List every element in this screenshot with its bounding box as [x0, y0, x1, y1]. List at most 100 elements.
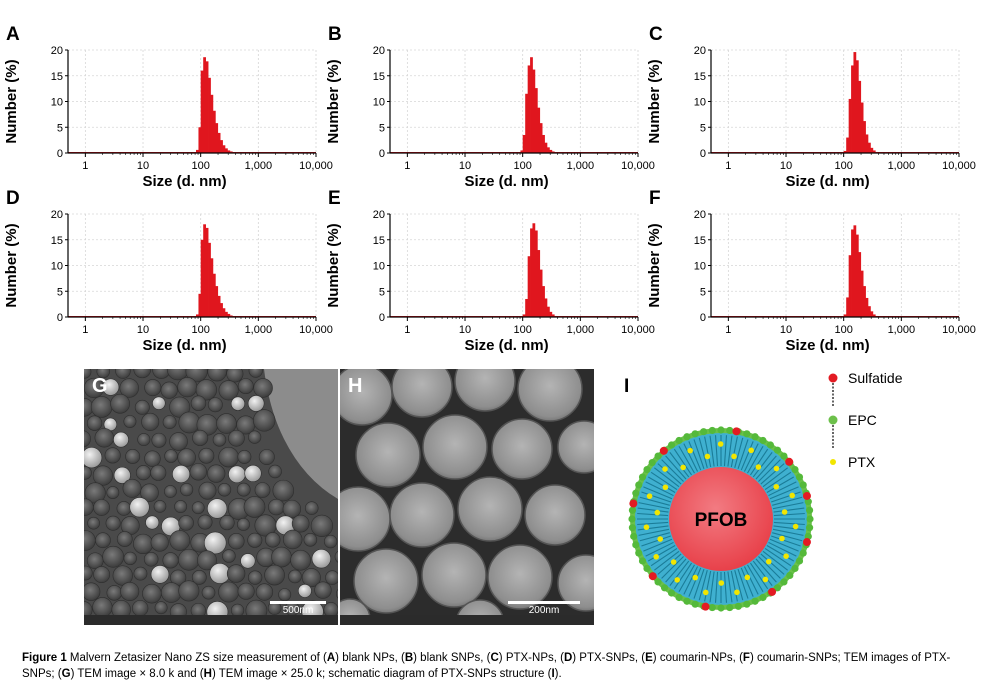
lipid-tail: [661, 556, 684, 579]
tem-particle: [237, 582, 255, 600]
histogram-bar: [215, 286, 219, 317]
tem-particle: [104, 447, 121, 464]
tem-particle: [218, 380, 239, 401]
lipid-tail: [762, 467, 788, 488]
tem-particle: [391, 369, 453, 418]
histogram-bar: [546, 147, 550, 153]
tem-particle: [123, 415, 137, 428]
x-tick-label: 100: [834, 160, 852, 172]
epc-head: [675, 593, 683, 602]
caption-panel-ref: G: [61, 668, 71, 680]
lipid-tail: [760, 463, 785, 485]
figure-caption: Figure 1 Malvern Zetasizer Nano ZS size …: [22, 650, 982, 682]
x-tick-label: 10,000: [621, 160, 655, 172]
tem-particle: [178, 548, 200, 571]
lipid-tail: [768, 481, 797, 497]
tem-particle: [94, 428, 114, 448]
tem-particle: [244, 464, 262, 483]
y-tick-label: 15: [373, 71, 385, 83]
tem-particle: [303, 533, 318, 547]
tem-particle: [174, 500, 188, 514]
lipid-tail: [747, 445, 764, 474]
lipid-tail: [709, 435, 715, 467]
tem-particle: [123, 551, 137, 566]
histogram-bar: [855, 234, 859, 317]
tem-particle: [90, 396, 113, 418]
lipid-tail: [654, 467, 680, 488]
tem-particle: [133, 566, 148, 581]
y-tick-label: 15: [694, 71, 706, 83]
histogram-bar: [851, 229, 854, 317]
dls-panel-c: C Number (%) 0 5 10 15 20 1 10 100 1,000 10,000 Size…: [646, 24, 976, 194]
dls-chart-d: D Number (%) 0 5 10 15 20 1 10 100 1,000 10,000 Size…: [3, 188, 333, 354]
lipid-tail: [637, 525, 669, 531]
x-axis-title: Size (d. nm): [142, 173, 226, 190]
epc-head: [806, 515, 814, 523]
histogram-bar: [539, 123, 543, 153]
tem-particle: [297, 583, 312, 598]
histogram-bar: [227, 150, 231, 153]
epc-head: [805, 506, 814, 514]
tem-particle: [142, 583, 162, 604]
dls-chart-f: F Number (%) 0 5 10 15 20 1 10 100 1,000 10,000 Size…: [646, 188, 976, 354]
legend-label: PTX: [848, 454, 876, 470]
tem-particle: [133, 369, 152, 379]
histogram-bar: [210, 258, 214, 317]
scale-label-g: 500nm: [282, 605, 314, 616]
histogram-bar: [542, 286, 545, 317]
histogram-bar: [532, 69, 536, 153]
ptx-molecule: [674, 577, 681, 583]
lipid-tail: [755, 558, 777, 583]
y-tick-label: 15: [694, 235, 706, 247]
tem-particle: [454, 369, 516, 412]
lipid-tail: [749, 448, 769, 476]
ptx-molecule: [734, 589, 740, 596]
x-tick-label: 10,000: [942, 324, 976, 336]
tem-particle: [84, 447, 103, 469]
dls-chart-a: A Number (%) 0 5 10 15 20 1 10 100 1,000 10,000 Size…: [3, 24, 333, 190]
tem-particle: [180, 483, 194, 497]
histogram-bar: [853, 52, 857, 153]
dls-panel-d: D Number (%) 0 5 10 15 20 1 10 100 1,000 10,000 Size…: [3, 188, 333, 358]
caption-fragment: ) PTX-NPs, (: [498, 652, 564, 664]
tem-particle: [207, 498, 228, 519]
lipid-tail: [704, 570, 712, 602]
x-tick-label: 10: [780, 160, 792, 172]
lipid-tail: [771, 535, 801, 547]
tem-particle: [254, 482, 271, 498]
ptx-molecule: [670, 559, 677, 565]
caption-fragment: ) blank SNPs, (: [413, 652, 491, 664]
tem-particle: [134, 399, 150, 415]
tem-particle: [198, 447, 215, 464]
tem-particle: [116, 501, 132, 516]
x-tick-label: 10: [780, 324, 792, 336]
tem-particle: [105, 515, 121, 531]
lipid-tail: [771, 491, 801, 503]
ptx-molecule: [718, 580, 725, 586]
tem-particle: [137, 433, 151, 447]
tem-particle: [160, 582, 182, 603]
tem-particle: [207, 464, 226, 483]
lipid-tail: [669, 452, 690, 478]
sulfatide-head: [629, 499, 638, 508]
tem-particle: [255, 583, 274, 601]
x-tick-label: 1: [404, 160, 410, 172]
ptx-molecule: [765, 558, 772, 565]
tem-particle: [491, 418, 553, 480]
ptx-molecule: [704, 453, 711, 460]
sulfatide-head: [802, 491, 811, 500]
tem-particle: [191, 569, 207, 585]
epc-head: [759, 593, 767, 602]
lipid-tail: [772, 528, 804, 536]
histogram-bar: [525, 93, 528, 153]
histogram-bar: [855, 60, 859, 153]
histogram-bar: [848, 255, 852, 317]
epc-head: [751, 597, 759, 605]
y-tick-label: 10: [51, 261, 63, 273]
histogram-bar: [203, 224, 206, 317]
caption-fragment: ) coumarin-NPs, (: [652, 652, 743, 664]
sulfatide-head: [701, 602, 710, 611]
tem-particle: [314, 581, 332, 599]
x-tick-label: 100: [513, 324, 531, 336]
scale-bar-h: [508, 601, 580, 604]
